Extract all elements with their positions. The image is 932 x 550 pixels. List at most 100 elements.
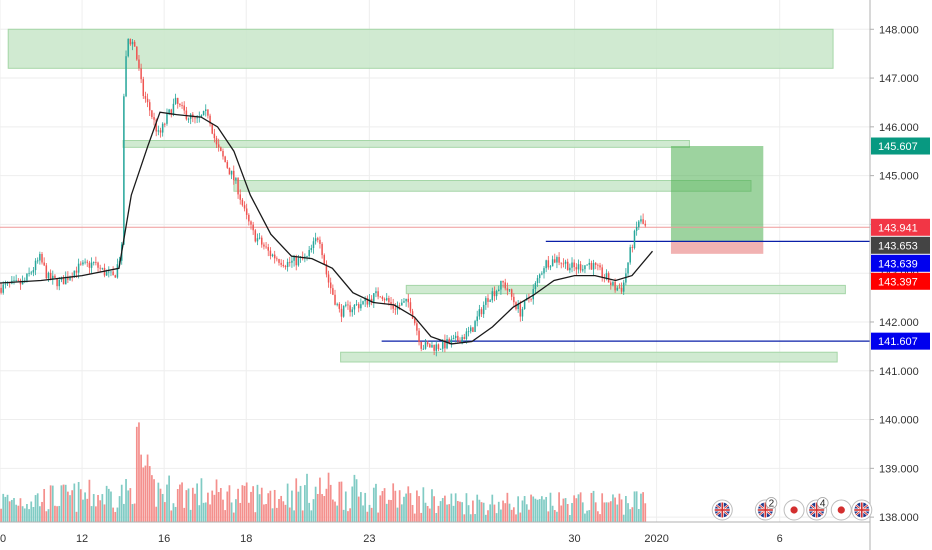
price-tag-background xyxy=(871,137,930,155)
volume-bar xyxy=(211,490,214,522)
candle-body xyxy=(15,279,17,281)
horizontal-lines[interactable] xyxy=(381,240,870,342)
candle-body xyxy=(276,258,278,260)
candle-body xyxy=(310,248,313,250)
candle-body xyxy=(127,38,129,57)
volume-bar xyxy=(168,475,170,522)
candle-body xyxy=(411,311,414,319)
volume-bar xyxy=(64,484,67,522)
volume-bar xyxy=(517,496,520,522)
candle-body xyxy=(151,110,153,118)
candle-body xyxy=(133,41,136,47)
candle-body xyxy=(392,304,394,309)
candle-body xyxy=(123,96,125,245)
candle-body xyxy=(435,344,438,351)
volume-bar xyxy=(370,507,373,522)
candle-body xyxy=(629,247,631,263)
candle-body xyxy=(159,130,162,133)
volume-bar xyxy=(504,503,507,522)
price-tag-background xyxy=(871,236,930,254)
candle-body xyxy=(30,272,32,274)
event-count-badge xyxy=(765,497,778,509)
candle-body xyxy=(433,345,435,351)
volume-bar xyxy=(362,505,364,522)
candle-body xyxy=(58,279,61,287)
price-tick-label: 147.000 xyxy=(879,73,919,85)
candle-body xyxy=(204,109,207,111)
volume-bar xyxy=(131,504,134,522)
volume-bar xyxy=(254,512,257,522)
volume-bar xyxy=(75,511,78,522)
volume-bar xyxy=(250,491,252,522)
price-tag: 141.607 xyxy=(871,332,930,350)
volume-bar xyxy=(590,492,593,522)
volume-bar xyxy=(366,511,369,522)
candle-body xyxy=(4,283,7,285)
candle-body xyxy=(530,298,532,300)
volume-bar xyxy=(269,490,272,522)
candle-body xyxy=(519,304,522,317)
price-tick-label: 148.000 xyxy=(879,24,919,36)
volume-bar xyxy=(508,503,511,522)
price-tag: 143.653 xyxy=(871,236,930,254)
candle-body xyxy=(26,273,28,281)
volume-bar xyxy=(38,506,41,522)
volume-bar xyxy=(392,483,395,522)
price-tick-label: 139.000 xyxy=(879,463,919,475)
volume-bar xyxy=(99,500,102,522)
long-position-tool[interactable] xyxy=(670,146,764,254)
candle-body xyxy=(36,260,39,262)
candle-body xyxy=(239,194,241,200)
candle-body xyxy=(444,339,446,349)
volume-bar xyxy=(71,490,74,522)
time-axis[interactable]: 10 12 16 18 23 30 2020 6 xyxy=(0,521,870,545)
candle-body xyxy=(640,219,642,222)
volume-bar xyxy=(640,493,642,522)
volume-bar xyxy=(47,509,50,522)
candle-body xyxy=(616,287,619,291)
candle-body xyxy=(338,303,341,309)
candle-body xyxy=(517,304,519,310)
candle-body xyxy=(64,276,67,285)
candle-body xyxy=(532,289,534,300)
candle-body xyxy=(116,264,119,278)
volume-bar xyxy=(523,496,526,522)
volume-bar xyxy=(138,422,140,522)
volume-bar xyxy=(491,494,494,522)
event-count-label: 4 xyxy=(820,499,826,510)
price-tag-background xyxy=(871,218,930,236)
volume-bar xyxy=(219,488,222,522)
volume-bar xyxy=(213,494,216,522)
volume-bar xyxy=(388,499,390,522)
candle-body xyxy=(493,291,496,297)
volume-bar xyxy=(594,502,597,522)
candle-body xyxy=(334,294,336,305)
volume-bar xyxy=(480,502,483,522)
volume-bar xyxy=(187,488,190,522)
candle-body xyxy=(556,257,558,263)
candle-body xyxy=(601,267,603,278)
candle-body xyxy=(575,267,578,270)
volume-bar xyxy=(51,485,54,522)
candle-body xyxy=(441,339,444,349)
volume-bar xyxy=(194,493,196,522)
volume-bar xyxy=(530,494,532,522)
volume-bar xyxy=(224,510,227,522)
volume-bar xyxy=(439,501,442,522)
price-tag: 145.607 xyxy=(871,137,930,155)
volume-bar xyxy=(400,504,403,522)
volume-bar xyxy=(226,491,229,522)
volume-bar xyxy=(56,506,58,522)
volume-bar xyxy=(58,505,61,522)
time-tick-label: 18 xyxy=(240,533,252,545)
candle-body xyxy=(605,273,608,278)
support-resistance-zones[interactable] xyxy=(7,28,846,363)
volume-bar xyxy=(633,491,636,522)
candle-body xyxy=(254,230,257,242)
volume-bar xyxy=(62,484,65,522)
candle-body xyxy=(172,103,175,116)
candle-body xyxy=(170,109,173,116)
